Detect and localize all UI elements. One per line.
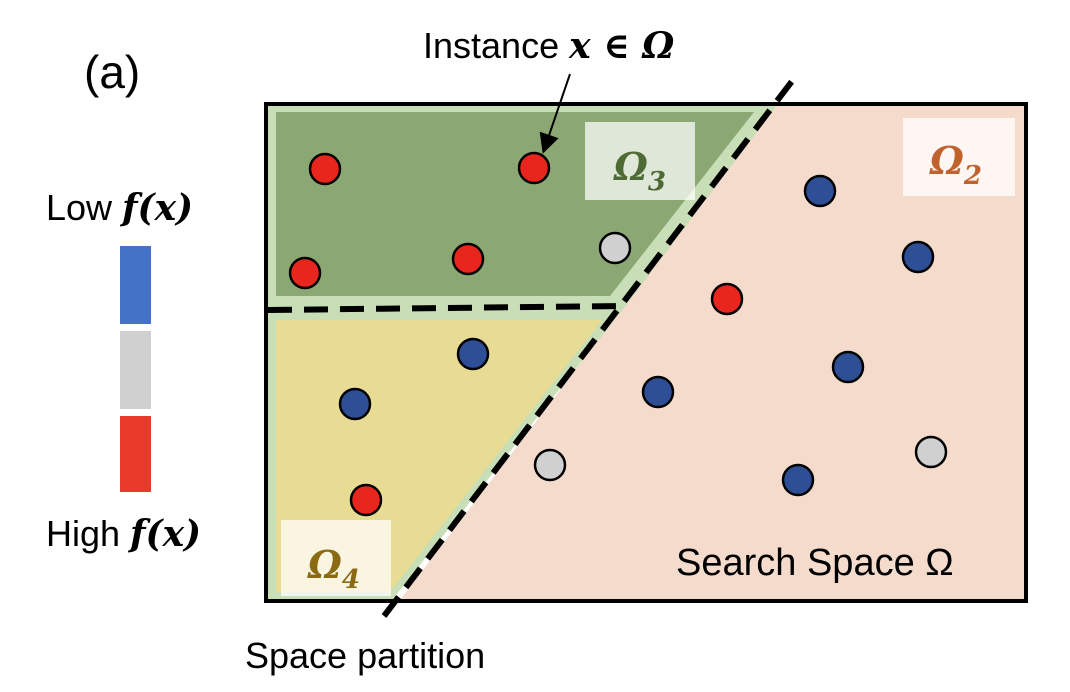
legend-high-label: High f(x): [46, 513, 201, 555]
omega2-label: Ω2: [929, 138, 982, 191]
instance-annotation: Instance x ∈ Ω: [423, 25, 674, 67]
point-mid: [914, 435, 948, 469]
point-high: [308, 152, 342, 186]
point-low: [901, 240, 935, 274]
point-low: [641, 375, 675, 409]
point-mid: [533, 448, 567, 482]
omega2-label-box: [903, 118, 1015, 196]
space-partition-label: Space partition: [245, 635, 485, 676]
point-mid: [598, 231, 632, 265]
partition-line-diagonal: [381, 74, 799, 618]
partition-line-horizontal: [267, 303, 623, 313]
omega4-label: Ω4: [307, 542, 360, 595]
omega4-label-box: [281, 520, 391, 596]
point-low: [338, 387, 372, 421]
legend-low-label: Low f(x): [46, 187, 193, 229]
instance-math: x ∈ Ω: [568, 25, 674, 67]
legend-high-expr: f(x): [127, 513, 201, 555]
point-high: [451, 242, 485, 276]
point-low: [803, 174, 837, 208]
legend-low-expr: f(x): [119, 187, 193, 229]
search-space-frame: [264, 102, 1028, 603]
search-space-label: Search Space Ω: [676, 542, 954, 584]
instance-arrow: [539, 73, 571, 154]
point-low: [781, 463, 815, 497]
omega3-label-box: [585, 122, 695, 200]
data-points: [288, 151, 948, 517]
legend-color-high: [120, 416, 151, 492]
point-high: [517, 151, 551, 185]
point-high: [349, 483, 383, 517]
point-low: [456, 337, 490, 371]
point-high: [710, 282, 744, 316]
legend-low-prefix: Low: [46, 187, 122, 228]
panel-label: (a): [84, 46, 140, 98]
omega3-label: Ω3: [613, 144, 666, 197]
legend-color-low: [120, 246, 151, 324]
legend-high-prefix: High: [46, 513, 130, 554]
point-low: [831, 350, 865, 384]
instance-prefix: Instance: [423, 25, 569, 66]
legend: Low f(x) High f(x): [46, 187, 201, 555]
point-high: [288, 256, 322, 290]
legend-color-mid: [120, 331, 151, 409]
